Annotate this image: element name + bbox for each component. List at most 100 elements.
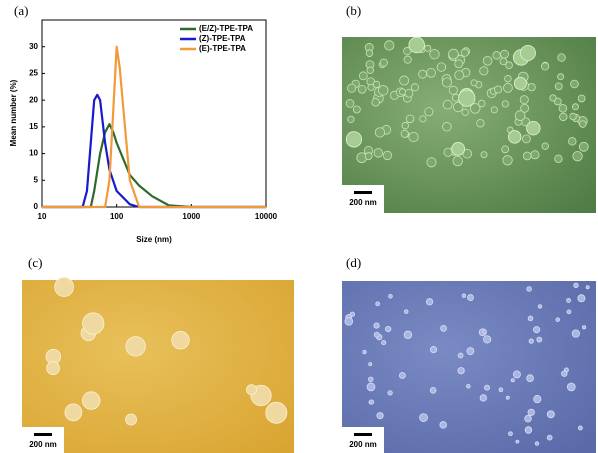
- particle: [448, 48, 459, 60]
- y-axis-label: Mean number (%): [9, 79, 18, 146]
- particle: [557, 73, 565, 81]
- particle: [524, 414, 532, 423]
- particle: [500, 49, 509, 59]
- particle: [403, 47, 412, 56]
- particle: [534, 441, 540, 446]
- particle: [579, 120, 587, 128]
- particle: [54, 277, 74, 297]
- particle: [541, 142, 549, 150]
- y-tick-label: 0: [34, 202, 39, 211]
- particle: [480, 151, 488, 159]
- particle: [418, 69, 428, 79]
- particle: [64, 403, 83, 422]
- particle: [490, 106, 498, 114]
- particle: [358, 71, 368, 81]
- panel-label: (d): [346, 255, 361, 270]
- particle: [425, 298, 434, 306]
- panel-label: (a): [14, 3, 28, 18]
- particle: [541, 62, 550, 71]
- particle: [561, 370, 568, 377]
- particle: [454, 59, 464, 69]
- particle: [507, 130, 522, 144]
- particle: [466, 347, 475, 356]
- particle: [482, 329, 487, 334]
- particle: [524, 426, 533, 434]
- particle: [375, 301, 381, 307]
- particle: [572, 151, 583, 162]
- panel-label: (b): [346, 3, 361, 18]
- particle: [482, 56, 493, 66]
- particle: [527, 315, 534, 322]
- particle: [442, 99, 453, 110]
- scale-bar-label: 200 nm: [349, 440, 377, 449]
- particle: [365, 49, 374, 57]
- particle: [378, 85, 389, 96]
- y-tick-label: 20: [29, 95, 38, 104]
- particle: [533, 395, 542, 404]
- particle: [559, 112, 568, 122]
- particle: [347, 83, 357, 93]
- particle: [379, 58, 388, 67]
- particle: [404, 88, 414, 98]
- particle: [384, 40, 395, 51]
- y-tick-label: 15: [29, 122, 38, 131]
- particle: [582, 325, 587, 330]
- particle: [504, 74, 512, 83]
- particle: [410, 83, 419, 92]
- particle: [554, 154, 563, 163]
- particle: [577, 425, 583, 431]
- particle: [405, 114, 415, 124]
- particle: [385, 325, 392, 333]
- particle: [557, 53, 566, 62]
- particle: [554, 82, 563, 91]
- scale-bar: 200 nm: [342, 185, 384, 213]
- particle: [424, 107, 434, 117]
- particle: [461, 293, 467, 298]
- particle: [376, 412, 384, 420]
- scale-bar: 200 nm: [342, 427, 384, 453]
- particle: [439, 421, 447, 429]
- particle: [526, 286, 532, 292]
- particle: [381, 340, 387, 346]
- particle: [454, 70, 465, 81]
- particle: [469, 103, 481, 114]
- particle: [585, 285, 590, 290]
- particle: [426, 157, 437, 168]
- particle: [515, 439, 520, 444]
- data-line: [42, 45, 266, 209]
- particle: [528, 338, 534, 344]
- particle: [367, 83, 375, 91]
- x-axis-label: Size (nm): [136, 235, 172, 244]
- particle: [505, 61, 513, 70]
- particle: [577, 94, 586, 103]
- particle: [426, 67, 436, 78]
- particle: [441, 77, 452, 88]
- scale-bar: 200 nm: [22, 427, 64, 453]
- y-tick-label: 30: [29, 42, 38, 51]
- particle: [530, 150, 540, 160]
- particle: [546, 434, 553, 441]
- particle: [403, 55, 412, 64]
- particle: [572, 103, 579, 111]
- particle: [403, 309, 409, 314]
- particle: [502, 155, 513, 166]
- particle: [448, 85, 458, 95]
- particle: [470, 79, 478, 87]
- particle: [467, 294, 474, 301]
- particle: [508, 431, 513, 437]
- particle: [533, 326, 541, 334]
- particle: [461, 108, 469, 116]
- particle: [549, 94, 557, 102]
- y-tick-label: 5: [34, 175, 39, 184]
- particle: [512, 370, 521, 379]
- particle: [519, 95, 529, 105]
- particle: [403, 330, 413, 340]
- particle: [466, 383, 471, 389]
- particle: [436, 62, 447, 72]
- particle: [352, 105, 361, 114]
- particle: [573, 282, 579, 288]
- particle: [362, 349, 367, 355]
- particle: [566, 298, 571, 303]
- particle: [347, 115, 355, 123]
- particle: [82, 312, 105, 335]
